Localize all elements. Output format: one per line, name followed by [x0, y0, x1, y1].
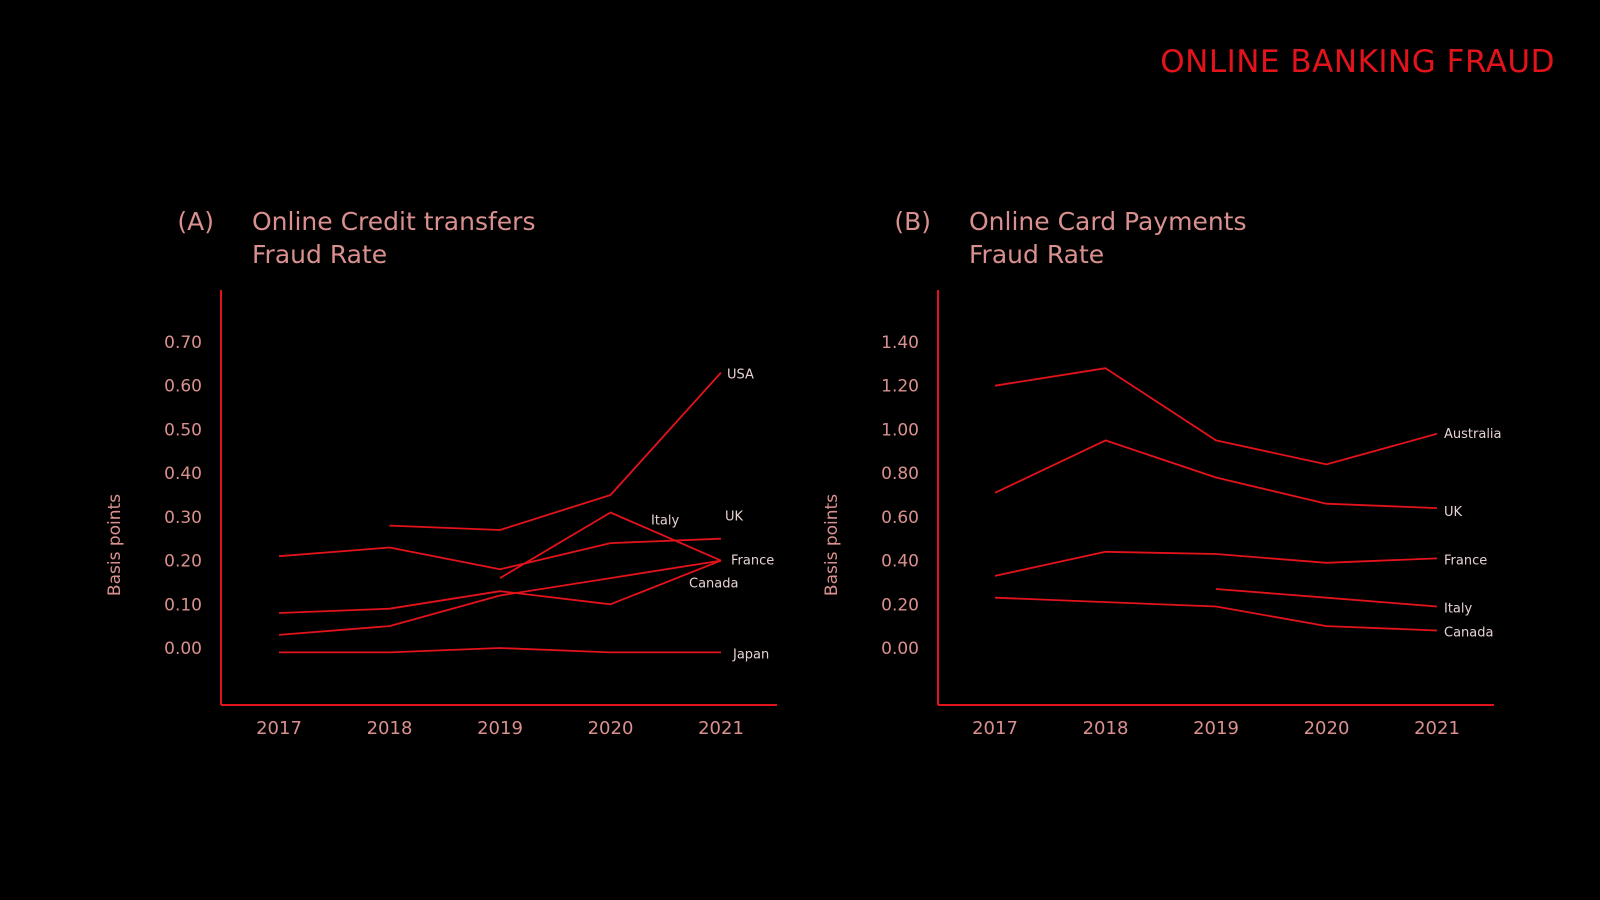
chartb-x-tick-label: 2018 — [1083, 718, 1129, 739]
charta-panel-label: (A) — [177, 207, 214, 236]
charta-series-line-canada — [278, 559, 722, 636]
chartb-series-line-france — [994, 550, 1438, 577]
charta-series-label-usa: USA — [727, 368, 754, 383]
chartb-panel-label: (B) — [894, 207, 931, 236]
chartb-y-tick-label: 0.60 — [881, 508, 919, 528]
chartb-y-tick-label: 0.40 — [881, 552, 919, 572]
charta-y-tick-label: 0.20 — [164, 552, 202, 572]
charta-y-tick-label: 0.40 — [164, 464, 202, 484]
chartb-series-label-canada: Canada — [1444, 626, 1493, 641]
charta-x-tick-label: 2019 — [477, 718, 523, 739]
chartb-x-tick-label: 2017 — [972, 718, 1018, 739]
charta-series-label-france: France — [731, 554, 774, 569]
chartb-x-tick-label: 2019 — [1193, 718, 1239, 739]
charta-series-line-japan — [279, 647, 721, 654]
charta-series-label-japan: Japan — [732, 647, 769, 662]
chartb-y-tick-label: 1.20 — [881, 377, 919, 397]
chartb-title-line-1: Online Card Payments — [969, 207, 1247, 236]
chartb-x-tick-label: 2021 — [1414, 718, 1460, 739]
charta-series-line-uk — [278, 537, 722, 571]
chartb-series-line-italy — [1215, 588, 1438, 608]
charta-series-label-uk: UK — [725, 510, 744, 525]
charta-x-tick-label: 2020 — [588, 718, 634, 739]
charta-series-label-italy: Italy — [651, 514, 680, 529]
charta-series-line-usa — [389, 371, 722, 531]
charta-series-line-france — [278, 559, 722, 614]
charta-y-tick-label: 0.60 — [164, 377, 202, 397]
charta-x-tick-label: 2021 — [698, 718, 744, 739]
chartb-y-tick-label: 0.00 — [881, 639, 919, 659]
chartb-y-tick-label: 0.80 — [881, 464, 919, 484]
charta-x-tick-label: 2018 — [367, 718, 413, 739]
charta-x-tick-label: 2017 — [256, 718, 302, 739]
chartb-series-label-uk: UK — [1444, 505, 1463, 520]
chartb-y-axis-label: Basis points — [822, 494, 842, 596]
charta-y-tick-label: 0.00 — [164, 639, 202, 659]
charta-y-tick-label: 0.30 — [164, 508, 202, 528]
chartb-y-tick-label: 1.40 — [881, 333, 919, 353]
chartb-series-line-australia — [994, 367, 1438, 466]
chartb-y-tick-label: 0.20 — [881, 595, 919, 615]
main-title: ONLINE BANKING FRAUD — [1160, 44, 1555, 80]
charta-title-line-1: Online Credit transfers — [252, 207, 535, 236]
charta-y-tick-label: 0.10 — [164, 595, 202, 615]
chartb-title-line-2: Fraud Rate — [969, 240, 1104, 269]
charta-y-tick-label: 0.50 — [164, 420, 202, 440]
chartb-series-label-australia: Australia — [1444, 427, 1502, 442]
charta-y-tick-label: 0.70 — [164, 333, 202, 353]
charta-series-label-canada: Canada — [689, 577, 738, 592]
charta-y-axis-label: Basis points — [105, 494, 125, 596]
chartb-series-label-italy: Italy — [1444, 601, 1473, 616]
chartb-x-tick-label: 2020 — [1304, 718, 1350, 739]
charta-title-line-2: Fraud Rate — [252, 240, 387, 269]
chartb-series-line-uk — [994, 439, 1438, 509]
chartb-series-line-canada — [994, 596, 1438, 632]
chartb-y-tick-label: 1.00 — [881, 420, 919, 440]
chartb-series-label-france: France — [1444, 553, 1487, 568]
charta-series-line-italy — [499, 511, 722, 579]
